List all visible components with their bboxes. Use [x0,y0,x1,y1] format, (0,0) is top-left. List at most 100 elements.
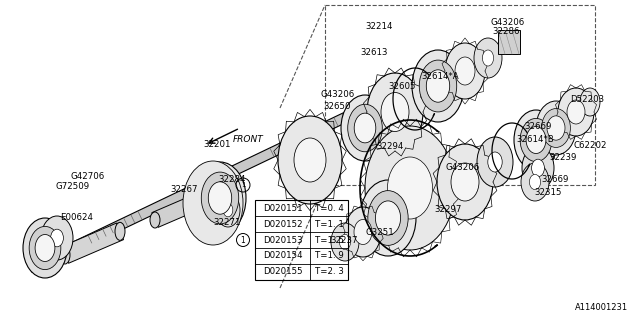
Text: 32214: 32214 [365,22,392,31]
Text: T=2. 3: T=2. 3 [315,268,344,276]
Text: 32237: 32237 [330,236,358,245]
Ellipse shape [419,60,457,112]
Ellipse shape [437,144,493,220]
Ellipse shape [150,212,160,228]
Ellipse shape [51,229,63,247]
Text: D020151: D020151 [262,204,302,212]
Text: G3251: G3251 [365,228,394,237]
Text: 32286: 32286 [492,27,520,36]
Text: A114001231: A114001231 [575,303,628,312]
Ellipse shape [202,172,239,224]
Text: 32239: 32239 [549,153,577,162]
Ellipse shape [354,113,376,143]
Text: D020153: D020153 [262,236,302,244]
Ellipse shape [412,50,464,122]
Text: T=0. 4: T=0. 4 [315,204,344,212]
Polygon shape [152,189,213,227]
Ellipse shape [522,146,554,190]
Ellipse shape [387,157,433,219]
Ellipse shape [348,104,382,152]
Ellipse shape [381,92,409,132]
Text: 32267: 32267 [170,185,198,194]
Ellipse shape [60,246,70,264]
Ellipse shape [483,50,493,66]
Text: 32297: 32297 [434,205,461,214]
Ellipse shape [580,88,600,116]
Ellipse shape [445,43,485,99]
Ellipse shape [294,138,326,182]
Ellipse shape [345,207,381,257]
Text: 32201: 32201 [203,140,230,149]
Text: 32614*A: 32614*A [421,72,459,81]
Ellipse shape [223,203,233,217]
Text: G43206: G43206 [320,90,355,99]
Ellipse shape [35,235,55,261]
Ellipse shape [536,101,576,155]
Ellipse shape [477,137,513,187]
Ellipse shape [474,38,502,78]
Ellipse shape [367,73,423,151]
Ellipse shape [341,95,389,161]
Ellipse shape [278,116,342,204]
Text: 32294: 32294 [376,142,403,151]
Text: G43206: G43206 [490,18,524,27]
Ellipse shape [426,70,450,102]
Text: D52203: D52203 [570,95,604,104]
Ellipse shape [567,100,585,124]
Bar [498,30,520,54]
Text: G43206: G43206 [445,163,479,172]
Ellipse shape [354,220,372,244]
Ellipse shape [532,159,545,177]
Ellipse shape [488,152,502,172]
Ellipse shape [41,216,73,260]
Text: 32614*B: 32614*B [516,135,554,144]
Text: C62202: C62202 [574,141,607,150]
Polygon shape [61,223,124,263]
Ellipse shape [29,227,61,269]
Ellipse shape [547,116,565,140]
Ellipse shape [23,218,67,278]
Text: 32315: 32315 [534,188,561,197]
Text: 32669: 32669 [541,175,568,184]
Ellipse shape [205,188,215,204]
Ellipse shape [558,88,594,136]
Text: 32284: 32284 [218,175,246,184]
Text: T=1. 1: T=1. 1 [315,220,344,228]
Polygon shape [28,103,367,273]
Text: 32605: 32605 [388,82,415,91]
Ellipse shape [514,110,558,170]
Text: 32271: 32271 [213,218,241,227]
Text: T=1. 9: T=1. 9 [315,252,344,260]
Text: 32650: 32650 [323,102,351,111]
Ellipse shape [526,126,546,154]
Text: G72509: G72509 [55,182,89,191]
Ellipse shape [455,57,475,85]
Text: D020152: D020152 [262,220,302,228]
Ellipse shape [339,235,351,250]
Text: T=1. 5: T=1. 5 [315,236,344,244]
Text: 32669: 32669 [524,122,552,131]
Text: G42706: G42706 [70,172,104,181]
Ellipse shape [365,126,455,250]
Ellipse shape [451,163,479,201]
Ellipse shape [194,162,246,234]
Ellipse shape [216,193,240,227]
Text: 1: 1 [241,236,245,244]
Bar [255,200,348,280]
Text: E00624: E00624 [60,213,93,222]
Text: FRONT: FRONT [233,135,264,144]
Ellipse shape [529,174,541,189]
Ellipse shape [331,223,359,261]
Ellipse shape [360,180,416,256]
Text: D020155: D020155 [262,268,302,276]
Ellipse shape [183,161,243,245]
Ellipse shape [115,222,125,240]
Ellipse shape [376,201,401,235]
Text: 1: 1 [241,182,245,188]
Text: 32613: 32613 [360,48,387,57]
Ellipse shape [541,108,570,148]
Text: D020154: D020154 [262,252,302,260]
Ellipse shape [208,182,232,214]
Ellipse shape [368,191,408,245]
Ellipse shape [520,118,552,162]
